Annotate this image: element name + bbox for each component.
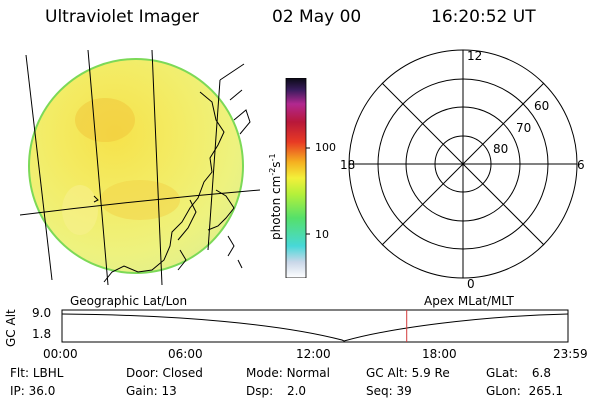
info-ip: IP: 36.0 — [10, 384, 56, 398]
time-tick-12: 12:00 — [296, 347, 331, 361]
mlt-label-0: 0 — [467, 277, 475, 288]
info-gain: Gain: 13 — [126, 384, 177, 398]
colorbar — [285, 78, 310, 278]
mlt-label-6: 6 — [577, 158, 585, 172]
time-tick-00: 00:00 — [43, 347, 78, 361]
mlat-label-80: 80 — [493, 142, 508, 156]
polar-plot: 12 18 6 0 60 70 80 — [340, 49, 585, 288]
altitude-tick-high: 9.0 — [32, 306, 52, 320]
time-tick-06: 06:00 — [168, 347, 203, 361]
info-flt: Flt: LBHL — [10, 366, 64, 380]
altitude-tick-low: 1.8 — [32, 327, 52, 341]
info-mode: Mode: Normal — [246, 366, 330, 380]
info-seq: Seq: 39 — [366, 384, 412, 398]
info-dsp: Dsp: 2.0 — [246, 384, 307, 398]
geographic-grid — [20, 50, 260, 286]
apex-coords-label: Apex MLat/MLT — [424, 294, 514, 308]
polar-grid — [348, 49, 578, 279]
mlt-label-18: 18 — [340, 158, 355, 172]
altitude-axis-label: GC Alt — [4, 309, 18, 347]
observation-date: 02 May 00 — [272, 7, 362, 27]
altitude-frame — [61, 309, 569, 343]
altitude-plot — [61, 309, 569, 343]
colorbar-unit-label: photon cm-2s-1 — [268, 153, 283, 240]
info-door: Door: Closed — [126, 366, 203, 380]
colorbar-tick-10: 10 — [315, 228, 329, 241]
mlat-label-60: 60 — [534, 99, 549, 113]
time-tick-2359: 23:59 — [553, 347, 588, 361]
info-glat: GLat: 6.8 — [486, 366, 552, 380]
mlt-label-12: 12 — [467, 49, 482, 63]
mlat-label-70: 70 — [516, 121, 531, 135]
info-gc-alt: GC Alt: 5.9 Re — [366, 366, 450, 380]
coastline — [93, 63, 251, 283]
instrument-title: Ultraviolet Imager — [45, 7, 199, 27]
geographic-coords-label: Geographic Lat/Lon — [70, 294, 188, 308]
info-glon: GLon: 265.1 — [486, 384, 563, 398]
colorbar-tick-100: 100 — [315, 141, 336, 154]
uv-image-panel — [20, 50, 260, 286]
altitude-curve — [61, 313, 569, 342]
time-tick-18: 18:00 — [422, 347, 457, 361]
observation-time: 16:20:52 UT — [431, 7, 536, 27]
